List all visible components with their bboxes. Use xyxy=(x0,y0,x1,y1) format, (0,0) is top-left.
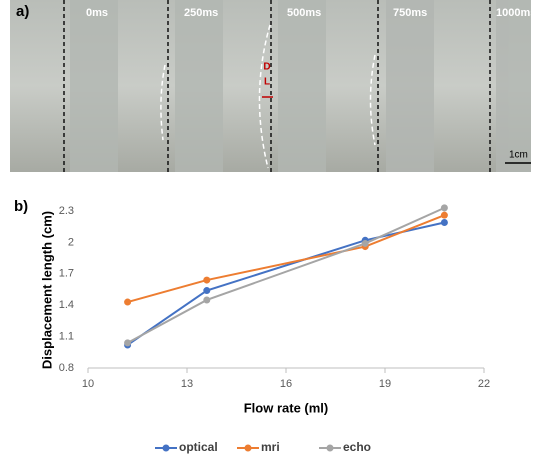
scale-bar-label: 1cm xyxy=(509,150,528,161)
x-tick-label: 10 xyxy=(82,378,94,390)
tube-regions xyxy=(70,0,531,172)
legend-marker xyxy=(162,444,170,452)
frame-label: 1000ms xyxy=(496,7,536,19)
panel-label: b) xyxy=(14,198,28,215)
data-point xyxy=(203,287,211,295)
marker-label: D xyxy=(263,62,270,73)
chart: b) Flow rate (ml) Displacement length (c… xyxy=(14,198,490,454)
photo-panel: D L a) 0ms 250ms 500ms 750ms 1000ms 1cm xyxy=(10,0,536,172)
frame-label: 500ms xyxy=(287,7,321,19)
x-tick-label: 19 xyxy=(379,378,391,390)
y-tick-label: 0.8 xyxy=(59,362,74,374)
data-point xyxy=(203,296,211,304)
data-point xyxy=(203,276,211,284)
marker-label: L xyxy=(264,77,270,88)
data-point xyxy=(440,211,448,219)
y-tick-label: 1.7 xyxy=(59,268,74,280)
x-tick-label: 13 xyxy=(181,378,193,390)
panel-label: a) xyxy=(16,3,29,20)
data-point xyxy=(440,219,448,227)
legend-marker xyxy=(326,444,334,452)
x-tick-label: 16 xyxy=(280,378,292,390)
data-point xyxy=(124,298,132,306)
y-tick-label: 1.4 xyxy=(59,299,74,311)
frame-label: 250ms xyxy=(184,7,218,19)
y-tick-label: 2 xyxy=(68,236,74,248)
frame-dividers xyxy=(63,0,491,172)
legend-label: echo xyxy=(343,440,371,454)
x-tick-label: 22 xyxy=(478,378,490,390)
data-point xyxy=(440,204,448,212)
y-axis-title: Displacement length (cm) xyxy=(39,211,54,369)
legend-marker xyxy=(244,444,252,452)
series-line xyxy=(127,221,445,346)
legend-label: optical xyxy=(179,440,218,454)
frame-label: 750ms xyxy=(393,7,427,19)
legend-label: mri xyxy=(261,440,280,454)
x-axis-title: Flow rate (ml) xyxy=(244,400,329,415)
y-tick-label: 2.3 xyxy=(59,205,74,217)
displacement-curves xyxy=(160,24,376,169)
data-point xyxy=(361,239,369,247)
y-tick-label: 1.1 xyxy=(59,331,74,343)
series-line xyxy=(127,206,445,344)
frame-label: 0ms xyxy=(86,7,108,19)
data-point xyxy=(124,339,132,347)
series-line xyxy=(127,214,445,304)
